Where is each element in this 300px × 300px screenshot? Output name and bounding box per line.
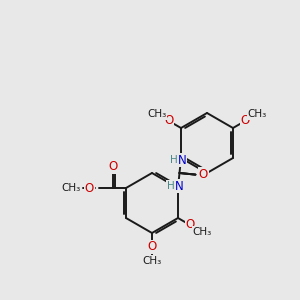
Text: H: H — [170, 155, 178, 165]
Text: O: O — [241, 115, 250, 128]
Text: O: O — [199, 168, 208, 181]
Text: O: O — [164, 115, 173, 128]
Text: O: O — [185, 218, 195, 232]
Text: O: O — [108, 160, 118, 173]
Text: CH₃: CH₃ — [62, 183, 81, 193]
Text: O: O — [85, 182, 94, 194]
Text: CH₃: CH₃ — [147, 109, 167, 119]
Text: N: N — [175, 179, 183, 193]
Text: H: H — [167, 181, 175, 191]
Text: O: O — [147, 241, 157, 254]
Text: CH₃: CH₃ — [248, 109, 267, 119]
Text: CH₃: CH₃ — [193, 227, 212, 237]
Text: N: N — [178, 154, 186, 166]
Text: CH₃: CH₃ — [142, 256, 162, 266]
